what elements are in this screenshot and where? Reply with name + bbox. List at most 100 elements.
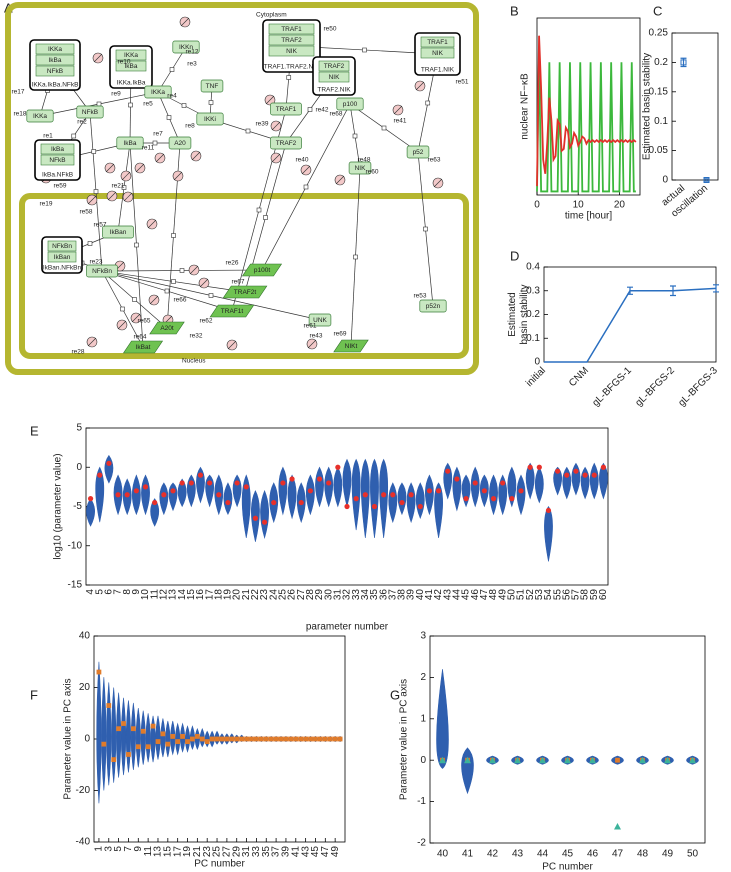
reaction-label: re66 <box>173 297 186 304</box>
complex-part-label: IKKa <box>124 52 138 59</box>
x-tick-label: 46 <box>470 589 481 601</box>
x-tick-label: 45 <box>310 846 321 858</box>
y-tick-label: 0 <box>662 175 668 186</box>
optimum-marker <box>332 736 338 742</box>
node-label: A20t <box>160 325 174 332</box>
plot-frame <box>671 32 719 181</box>
protein-node <box>102 225 134 239</box>
reaction-label: re68 <box>329 111 342 118</box>
reaction-label: re67 <box>231 279 244 286</box>
reaction-node <box>87 241 93 246</box>
sample-distribution <box>131 474 141 516</box>
node-label: IKKa <box>33 113 47 120</box>
panel-label: D <box>510 248 519 263</box>
plot-frame <box>536 17 641 196</box>
optimum-marker <box>536 464 542 470</box>
x-tick-label: 0 <box>534 200 540 211</box>
x-tick-label: 17 <box>204 589 215 601</box>
protein-node <box>336 97 364 111</box>
sample-distribution <box>186 474 196 508</box>
optimum-marker <box>426 488 433 494</box>
panel-label: B <box>510 3 519 18</box>
reaction-node <box>208 293 214 298</box>
sample-distribution <box>315 466 324 508</box>
sample-distribution <box>96 661 102 804</box>
sample-distribution <box>205 474 215 508</box>
reaction-label: re41 <box>393 118 406 125</box>
x-tick-label: 17 <box>172 846 183 858</box>
optimum-marker <box>135 744 141 750</box>
optimum-marker <box>209 736 215 742</box>
x-tick-label: 21 <box>192 846 203 858</box>
node-label: p100 <box>343 101 358 108</box>
complex-part <box>47 240 77 252</box>
optimum-marker <box>234 736 240 742</box>
protein-node <box>200 79 224 93</box>
optimum-marker <box>545 507 552 514</box>
node-label: p100t <box>254 267 270 274</box>
x-tick-label: 50 <box>687 849 699 860</box>
sample-distribution <box>580 466 590 500</box>
optimum-marker <box>161 492 167 498</box>
x-tick-label: 60 <box>598 589 609 601</box>
reaction-node <box>352 133 358 139</box>
x-tick-label: 32 <box>342 589 353 601</box>
x-tick-label: 7 <box>113 589 124 595</box>
complex-part-label: IkBa <box>51 146 64 153</box>
node-label: p52n <box>426 303 441 310</box>
sample-distribution <box>101 677 107 791</box>
x-tick-label: 48 <box>488 589 499 601</box>
reaction-label: re65 <box>137 318 150 325</box>
optimum-marker <box>322 736 328 742</box>
sample-distribution <box>86 498 95 527</box>
degradation-slash <box>180 17 190 27</box>
protein-node <box>76 105 104 119</box>
reaction-node <box>181 103 187 108</box>
chart-panel: 00.050.10.150.20.25actualoscillationEsti… <box>642 28 719 220</box>
x-tick-label: gL-BFGS-2 <box>633 365 677 409</box>
optimum-marker <box>417 503 423 510</box>
protein-node <box>144 85 172 99</box>
y-axis-label: nuclear NF−κB <box>520 73 531 140</box>
reaction-node <box>121 185 127 190</box>
y-tick-label: 40 <box>79 631 91 642</box>
x-tick-label: 49 <box>330 846 341 858</box>
optimum-marker <box>133 488 139 494</box>
optimum-marker <box>142 484 149 490</box>
sample-distribution <box>150 498 160 527</box>
sample-distribution <box>177 478 187 508</box>
reaction-node <box>179 268 185 273</box>
sample-distribution <box>165 720 171 758</box>
sample-distribution <box>406 482 416 524</box>
optimum-marker <box>121 721 126 726</box>
protein-node <box>196 112 224 126</box>
sample-distribution <box>160 718 166 758</box>
node-label: NFkB <box>82 109 98 116</box>
x-tick-label: 14 <box>177 589 188 601</box>
sample-distribution <box>120 697 127 776</box>
x-tick-label: 19 <box>223 589 234 601</box>
reaction-label: re57 <box>93 222 106 229</box>
x-tick-label: 36 <box>378 589 389 601</box>
y-tick-label: 0.4 <box>526 262 540 273</box>
complex-part-label: NIK <box>329 74 341 81</box>
optimum-marker <box>224 736 230 742</box>
reaction-label: re23 <box>89 259 102 266</box>
sample-distribution <box>141 474 150 516</box>
x-tick-label: 53 <box>534 589 545 601</box>
reaction-node <box>169 67 175 72</box>
degradation-slash <box>107 191 117 201</box>
rna-node <box>222 285 268 299</box>
reaction-node <box>425 100 431 106</box>
node-label: IKKn <box>179 44 193 51</box>
sample-distribution <box>159 482 169 516</box>
complex-part <box>420 47 455 59</box>
optimum-marker <box>317 736 323 742</box>
x-tick-label: 42 <box>487 849 499 860</box>
optimum-marker <box>344 503 350 510</box>
sample-distribution <box>287 474 297 520</box>
optimum-marker <box>126 752 131 757</box>
data-marker <box>680 59 687 66</box>
sample-distribution <box>305 474 315 516</box>
node-label: IkBa <box>123 140 136 147</box>
